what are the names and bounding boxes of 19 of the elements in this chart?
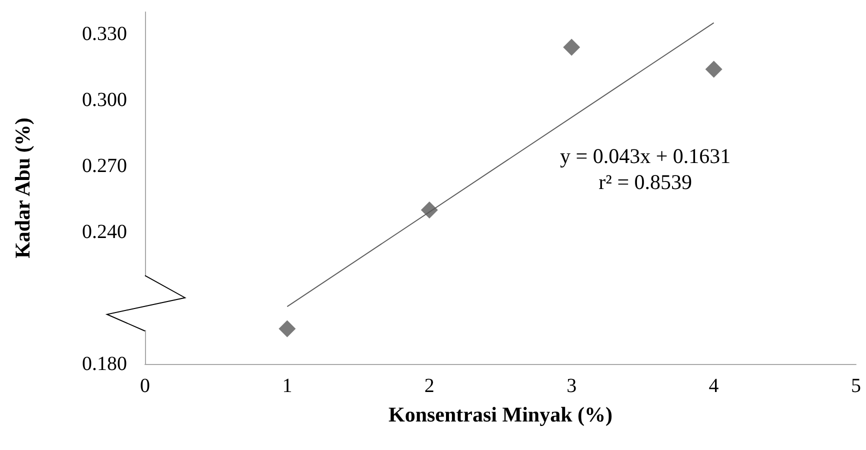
x-tick-label: 5 <box>851 375 861 397</box>
point <box>705 60 722 78</box>
y-tick-label: 0.270 <box>82 155 127 177</box>
x-tick-label: 4 <box>708 375 719 397</box>
y-tick-label: 0.240 <box>82 221 127 243</box>
point <box>278 320 296 338</box>
annotation: r² = 0.8539 <box>598 170 692 194</box>
annotation: y = 0.043x + 0.1631 <box>560 144 731 168</box>
x-tick-label: 1 <box>282 375 292 397</box>
point <box>563 38 580 56</box>
point <box>420 202 438 218</box>
x-axis-title: Konsentrasi Minyak (%) <box>388 402 613 426</box>
x-tick-label: 2 <box>424 375 434 397</box>
y-tick-label: 0.330 <box>82 23 127 45</box>
x-tick-label: 3 <box>566 375 577 397</box>
y-tick-label: 0.300 <box>82 89 127 111</box>
y-tick-label: 0.180 <box>82 353 127 375</box>
y-axis-title: Kadar Abu (%) <box>10 118 34 258</box>
x-tick-label: 0 <box>140 375 150 397</box>
